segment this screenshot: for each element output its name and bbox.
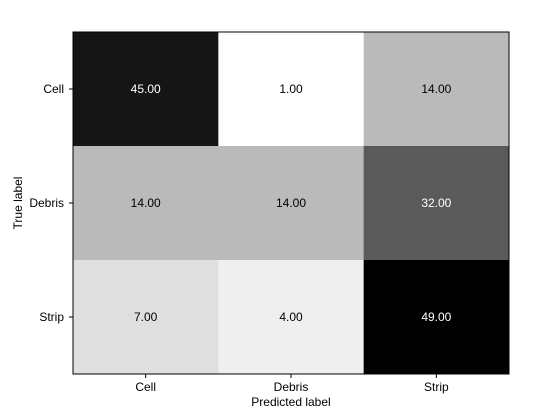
x-tick-label: Strip	[424, 380, 449, 394]
heatmap-cell	[363, 146, 510, 261]
heatmap-cell	[218, 146, 365, 261]
cell-value-label: 32.00	[421, 196, 451, 210]
cell-value-label: 49.00	[421, 310, 451, 324]
cell-value-label: 14.00	[421, 82, 451, 96]
cell-value-label: 45.00	[131, 82, 161, 96]
heatmap-cell	[73, 260, 219, 375]
cell-value-label: 7.00	[134, 310, 158, 324]
y-axis-ticks: Cell Debris Strip	[29, 82, 73, 324]
x-axis-ticks: Cell Debris Strip	[135, 374, 449, 394]
y-axis-label: True label	[11, 177, 25, 230]
cell-value-label: 4.00	[279, 310, 303, 324]
y-tick-label: Strip	[39, 310, 64, 324]
heatmap-cells: 45.00 1.00 14.00 14.00 14.00 32.00 7.00 4.00 49.…	[73, 32, 510, 375]
heatmap-cell	[73, 146, 219, 261]
x-axis-label: Predicted label	[251, 395, 330, 409]
heatmap-cell	[363, 260, 510, 375]
cell-value-label: 14.00	[131, 196, 161, 210]
x-tick-label: Cell	[135, 380, 156, 394]
y-tick-label: Cell	[43, 82, 64, 96]
x-tick-label: Debris	[274, 380, 309, 394]
heatmap-cell	[218, 32, 365, 147]
heatmap-cell	[73, 32, 219, 147]
cell-value-label: 1.00	[279, 82, 303, 96]
heatmap-cell	[363, 32, 510, 147]
cell-value-label: 14.00	[276, 196, 306, 210]
heatmap-cell	[218, 260, 365, 375]
y-tick-label: Debris	[29, 196, 64, 210]
